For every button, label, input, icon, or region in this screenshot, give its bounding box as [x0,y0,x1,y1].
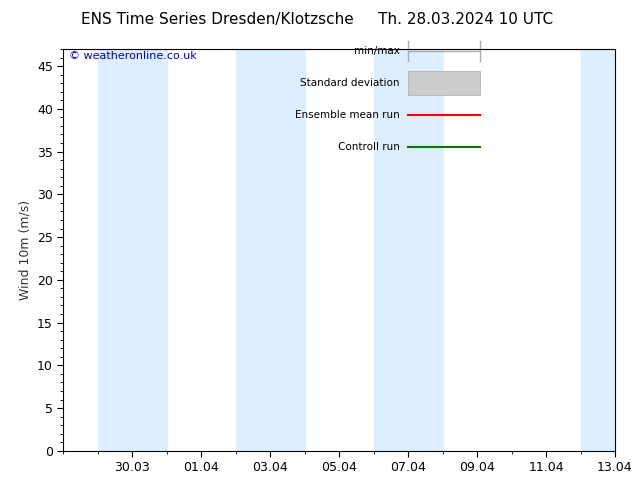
Bar [236,49,305,451]
Text: Controll run: Controll run [338,143,400,152]
Y-axis label: Wind 10m (m/s): Wind 10m (m/s) [18,200,32,300]
Text: min/max: min/max [354,46,400,56]
Bar [581,49,615,451]
Text: Ensemble mean run: Ensemble mean run [295,110,400,121]
Text: Standard deviation: Standard deviation [301,78,400,88]
Bar [373,49,443,451]
Bar [98,49,167,451]
FancyBboxPatch shape [408,71,480,95]
Text: ENS Time Series Dresden/Klotzsche     Th. 28.03.2024 10 UTC: ENS Time Series Dresden/Klotzsche Th. 28… [81,12,553,27]
Text: © weatheronline.co.uk: © weatheronline.co.uk [69,51,197,61]
